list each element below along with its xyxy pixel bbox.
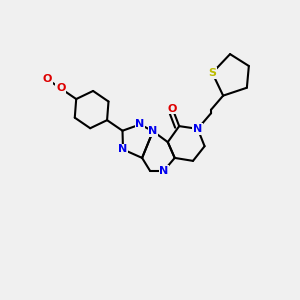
Text: N: N: [118, 144, 127, 154]
Text: O: O: [56, 83, 65, 94]
Text: O: O: [168, 104, 177, 114]
Text: S: S: [208, 68, 216, 78]
Text: N: N: [193, 124, 202, 134]
Text: N: N: [159, 166, 169, 176]
Text: O: O: [43, 74, 52, 85]
Text: N: N: [148, 126, 158, 136]
Text: N: N: [136, 119, 145, 130]
